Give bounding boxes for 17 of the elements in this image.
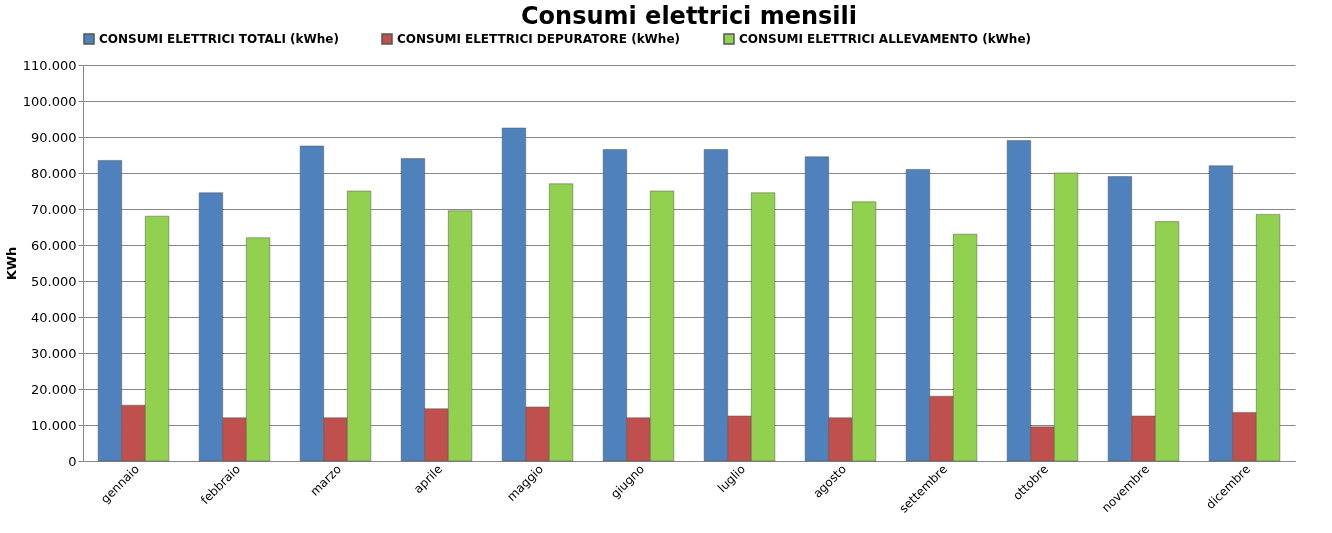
y-tick-label: 10.000 bbox=[31, 417, 77, 433]
y-tick-label: 80.000 bbox=[31, 165, 77, 181]
chart-title: Consumi elettrici mensili bbox=[520, 2, 858, 30]
y-tick-label: 60.000 bbox=[31, 237, 77, 253]
y-axis-title: KWh bbox=[3, 246, 19, 281]
y-tick-label: 0 bbox=[68, 453, 77, 469]
legend-label: CONSUMI ELETTRICI DEPURATORE (kWhe) bbox=[397, 32, 681, 46]
legend-label: CONSUMI ELETTRICI ALLEVAMENTO (kWhe) bbox=[739, 32, 1032, 46]
y-tick-label: 40.000 bbox=[31, 309, 77, 325]
y-tick-label: 50.000 bbox=[31, 273, 77, 289]
y-tick-label: 90.000 bbox=[31, 129, 77, 145]
legend-label: CONSUMI ELETTRICI TOTALI (kWhe) bbox=[99, 32, 339, 46]
y-tick-label: 70.000 bbox=[31, 201, 77, 217]
y-tick-label: 20.000 bbox=[31, 381, 77, 397]
y-tick-label: 110.000 bbox=[22, 57, 77, 73]
y-tick-label: 100.000 bbox=[22, 93, 77, 109]
y-tick-label: 30.000 bbox=[31, 345, 77, 361]
